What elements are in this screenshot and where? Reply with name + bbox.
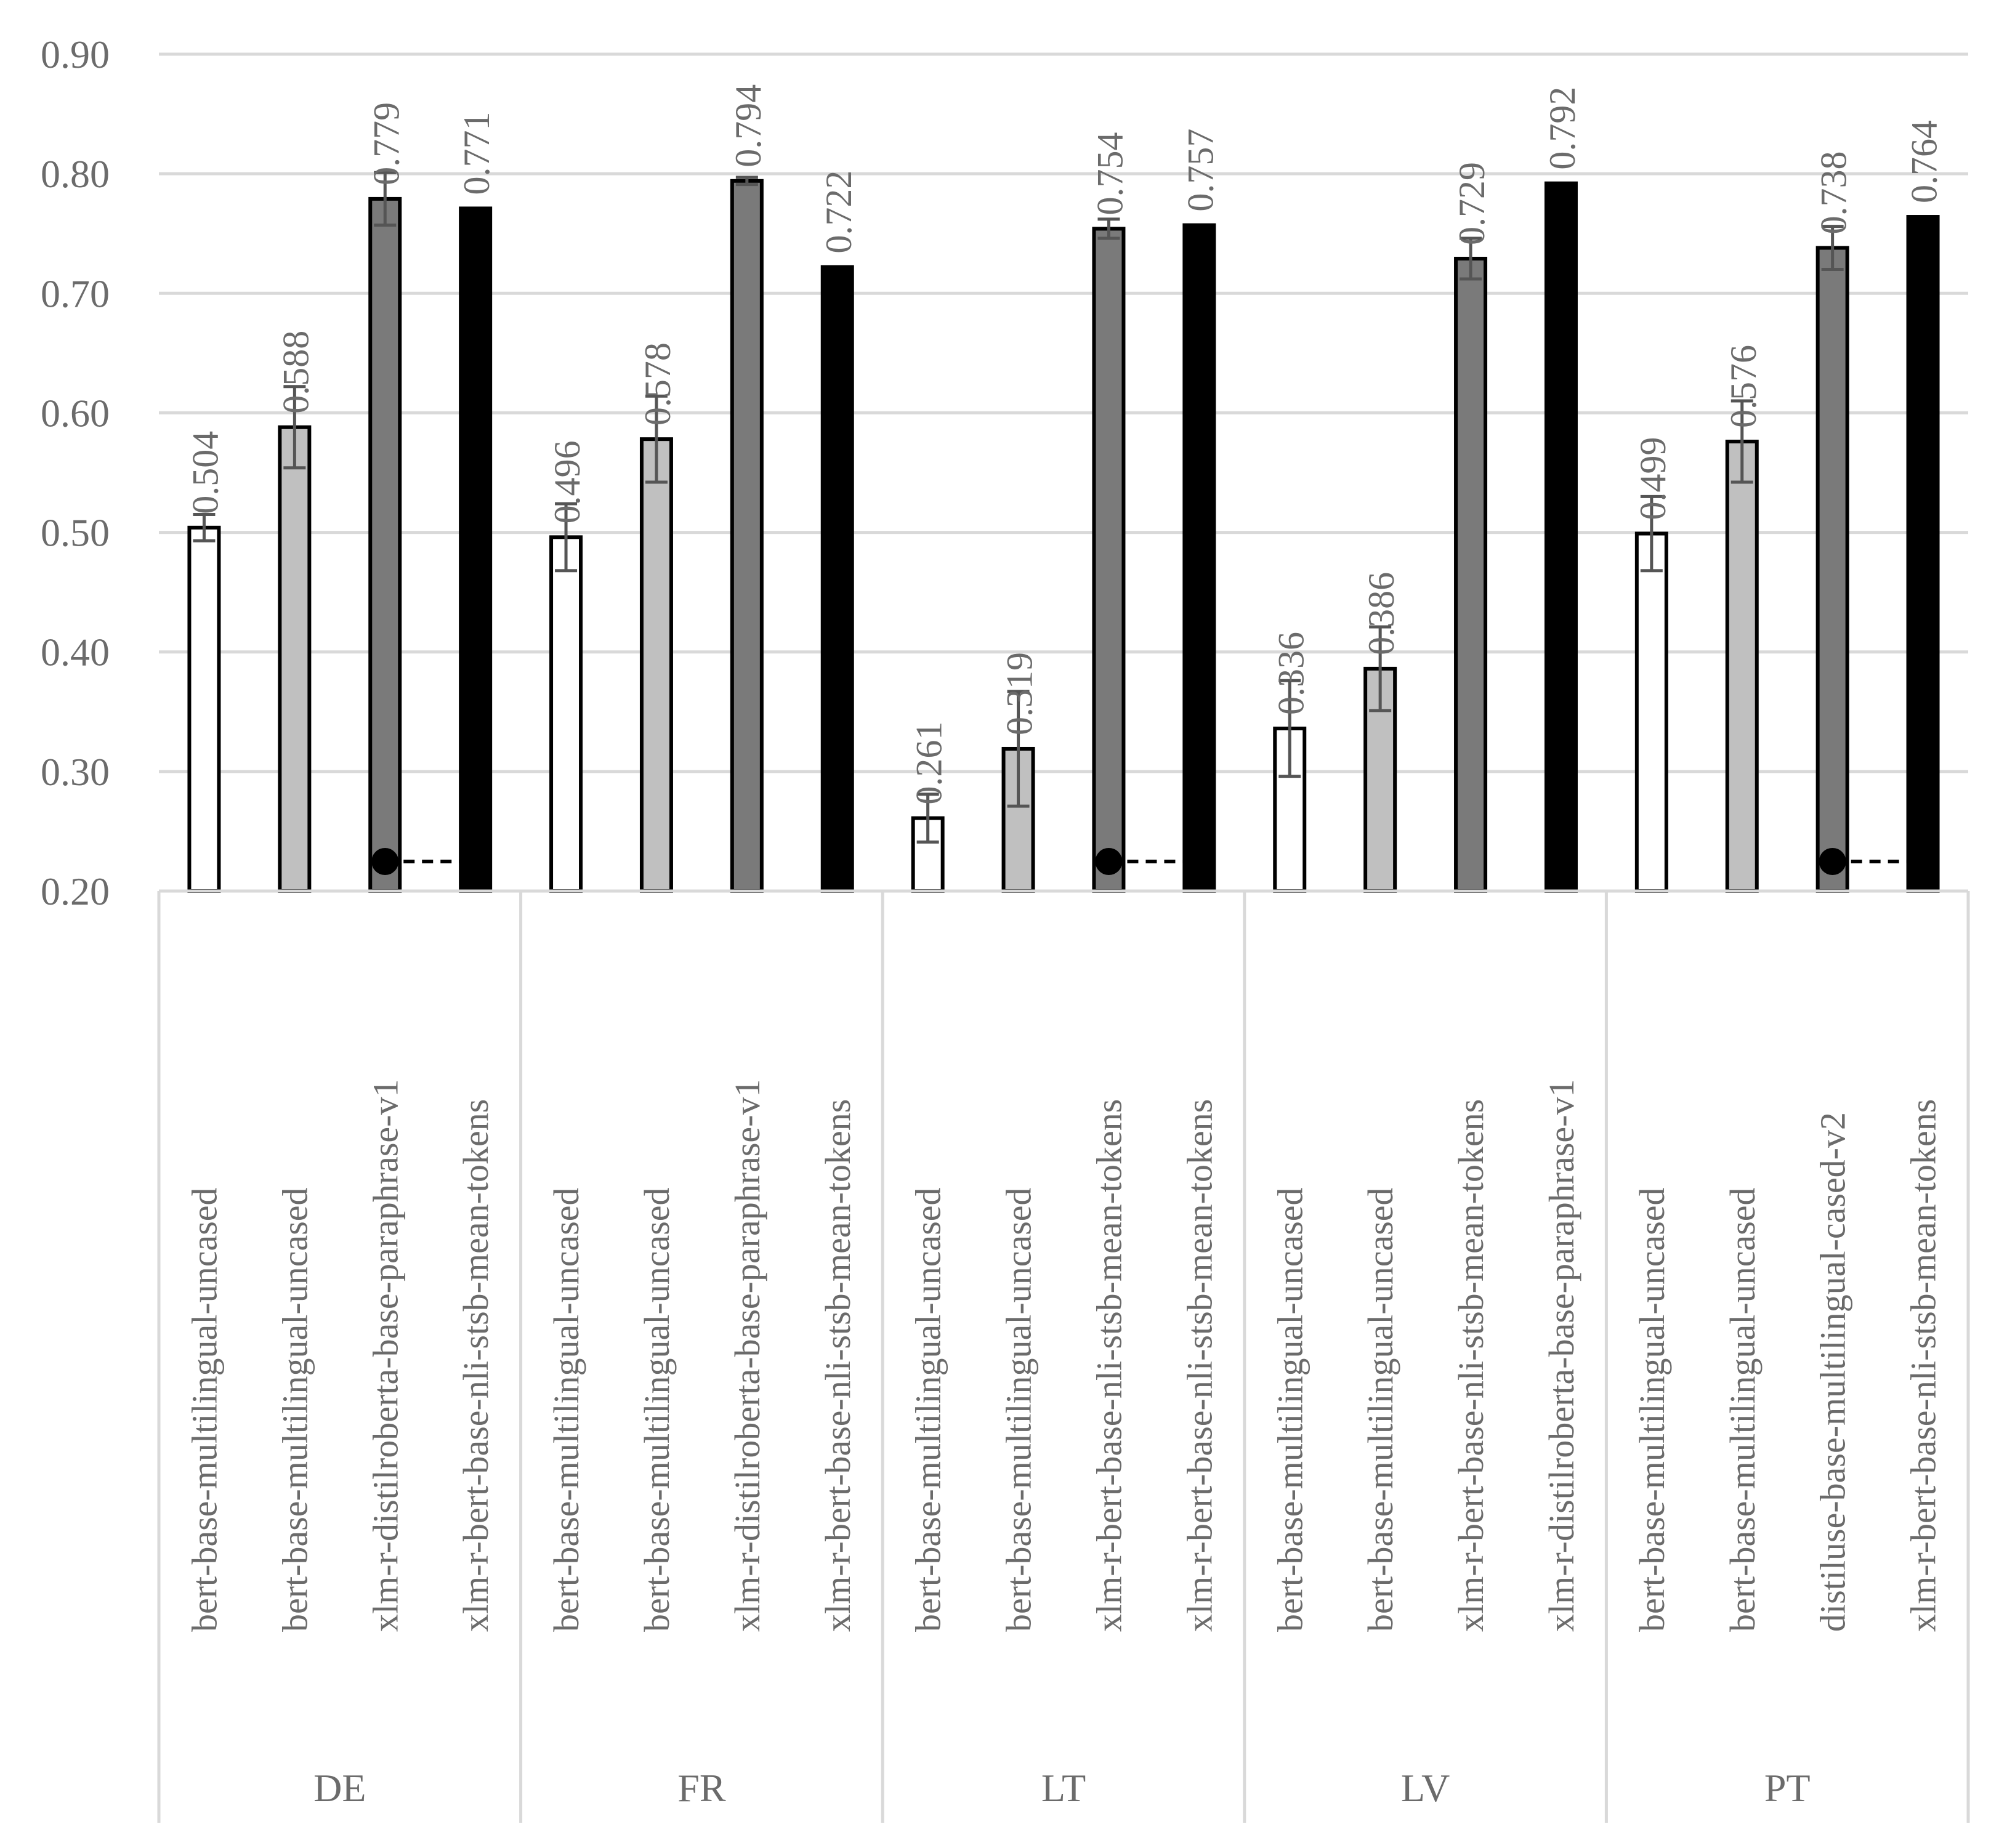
x-tick-label: xlm-r-bert-base-nli-stsb-mean-tokens: [456, 1099, 496, 1632]
y-tick-label: 0.50: [41, 511, 110, 555]
bar: [459, 206, 493, 893]
y-tick-label: 0.70: [41, 272, 110, 315]
bar: [1725, 440, 1759, 893]
value-label: 0.504: [185, 431, 225, 514]
x-tick-label: bert-base-multilingual-uncased: [546, 1187, 586, 1632]
x-tick-label: bert-base-multilingual-uncased: [637, 1187, 677, 1632]
significance-marker: [1185, 848, 1213, 875]
x-tick-label: xlm-r-distilroberta-base-paraphrase-v1: [365, 1079, 405, 1632]
value-label: 0.794: [728, 84, 769, 167]
x-tick-label: bert-base-multilingual-uncased: [1270, 1187, 1310, 1632]
value-label: 0.319: [1000, 652, 1040, 735]
value-label: 0.779: [366, 102, 406, 185]
group-label: LT: [1041, 1766, 1086, 1810]
x-tick-label: xlm-r-bert-base-nli-stsb-mean-tokens: [1904, 1099, 1944, 1632]
significance-marker: [1819, 848, 1846, 875]
x-tick-label: bert-base-multilingual-uncased: [1360, 1187, 1400, 1632]
value-label: 0.764: [1904, 120, 1945, 203]
bar: [820, 265, 854, 893]
bar: [1815, 246, 1849, 893]
significance-marker: [1909, 848, 1937, 875]
value-label: 0.754: [1089, 132, 1130, 215]
y-tick-label: 0.30: [41, 750, 110, 794]
value-label: 0.576: [1723, 345, 1764, 428]
value-label: 0.722: [818, 171, 859, 254]
value-labels: 0.504 0.588 0.779 0.771 0.496 0.578 0.794 0.722…: [185, 84, 1944, 805]
value-label: 0.588: [275, 331, 316, 414]
bar: [1544, 181, 1578, 893]
bar: [639, 437, 673, 893]
bars: [187, 171, 1940, 894]
x-tick-label: bert-base-multilingual-uncased: [908, 1187, 948, 1632]
x-tick-label: xlm-r-distilroberta-base-paraphrase-v1: [727, 1079, 767, 1632]
value-label: 0.261: [909, 722, 950, 805]
bar: [1182, 223, 1216, 894]
value-label: 0.499: [1633, 437, 1673, 520]
significance-marker: [371, 848, 399, 875]
significance-brackets: [371, 848, 1937, 875]
x-tick-label: xlm-r-bert-base-nli-stsb-mean-tokens: [1179, 1099, 1219, 1632]
bar: [368, 196, 402, 894]
y-axis-tick-labels: 0.20 0.30 0.40 0.50 0.60 0.70 0.80 0.90: [41, 33, 110, 913]
x-tick-label: bert-base-multilingual-uncased: [275, 1187, 315, 1632]
bar: [278, 425, 312, 893]
x-tick-label: distiluse-base-multilingual-cased-v2: [1813, 1112, 1853, 1632]
value-label: 0.757: [1180, 129, 1221, 212]
x-tick-label: bert-base-multilingual-uncased: [1632, 1187, 1672, 1632]
x-tick-label: xlm-r-bert-base-nli-stsb-mean-tokens: [1451, 1099, 1491, 1632]
bar: [549, 535, 583, 893]
value-label: 0.496: [547, 440, 588, 523]
x-tick-label: xlm-r-bert-base-nli-stsb-mean-tokens: [1089, 1099, 1129, 1632]
bar: [1092, 227, 1126, 893]
group-label: LV: [1401, 1766, 1450, 1810]
x-tick-label: xlm-r-bert-base-nli-stsb-mean-tokens: [818, 1099, 858, 1632]
x-axis: bert-base-multilingual-uncased bert-base-…: [157, 889, 1970, 1823]
value-label: 0.578: [637, 342, 678, 426]
value-label: 0.386: [1361, 572, 1402, 655]
value-label: 0.738: [1814, 151, 1854, 235]
gridlines: [159, 52, 1968, 773]
y-tick-label: 0.60: [41, 391, 110, 435]
value-label: 0.771: [456, 111, 497, 195]
group-label: FR: [677, 1766, 726, 1810]
x-tick-label: bert-base-multilingual-uncased: [1722, 1187, 1763, 1632]
x-tick-label: bert-base-multilingual-uncased: [999, 1187, 1039, 1632]
bar: [1634, 531, 1668, 893]
bar: [187, 525, 221, 893]
value-label: 0.729: [1452, 162, 1492, 245]
y-tick-label: 0.90: [41, 33, 110, 76]
y-tick-label: 0.80: [41, 152, 110, 196]
group-label: PT: [1764, 1766, 1811, 1810]
significance-marker: [462, 848, 490, 875]
bar: [1454, 256, 1488, 894]
y-tick-label: 0.40: [41, 631, 110, 674]
value-label: 0.792: [1542, 87, 1583, 170]
y-tick-label: 0.20: [41, 870, 110, 913]
bar: [730, 179, 764, 894]
bar: [1906, 215, 1940, 893]
x-tick-label: bert-base-multilingual-uncased: [184, 1187, 224, 1632]
value-label: 0.336: [1270, 632, 1311, 715]
significance-marker: [1095, 848, 1123, 875]
group-label: DE: [313, 1766, 366, 1810]
x-tick-label: xlm-r-distilroberta-base-paraphrase-v1: [1541, 1079, 1581, 1632]
